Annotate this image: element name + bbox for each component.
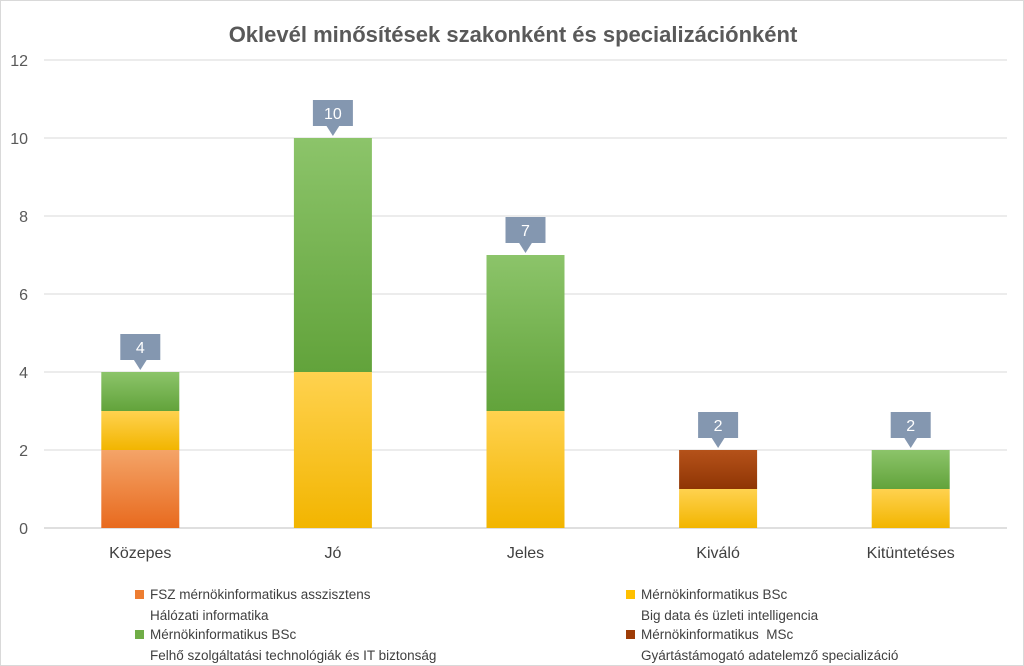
total-callout: 10 xyxy=(312,100,353,136)
bars xyxy=(101,138,950,528)
callout-stem xyxy=(907,437,914,441)
callout-pointer xyxy=(325,125,340,136)
x-axis-ticks: Közepes Jó Jeles Kiváló Kitüntetéses xyxy=(109,545,955,562)
legend-item-2: Mérnökinformatikus BSc Big data és üzlet… xyxy=(626,584,818,626)
bar-segment xyxy=(486,255,565,411)
callout-box xyxy=(890,412,931,438)
legend-swatch-brown xyxy=(626,630,635,639)
callout-pointer xyxy=(711,437,726,448)
legend-sublabel: Big data és üzleti intelligencia xyxy=(641,608,819,623)
bar-segment xyxy=(871,489,950,528)
bar-segment xyxy=(101,372,180,411)
legend-sublabel: Felhő szolgáltatási technológiák és IT b… xyxy=(150,648,437,663)
total-callout: 2 xyxy=(698,412,739,448)
callout-stem xyxy=(715,437,722,441)
legend-label: Mérnökinformatikus BSc xyxy=(150,627,297,642)
legend-swatch-yellow xyxy=(626,590,635,599)
x-tick-label: Kiváló xyxy=(696,545,740,562)
bar-segment xyxy=(101,411,180,450)
y-tick-label: 8 xyxy=(19,209,28,226)
y-tick-label: 12 xyxy=(10,53,28,70)
y-tick-label: 4 xyxy=(19,365,28,382)
total-callouts: 4 10 7 2 2 xyxy=(120,100,931,448)
callout-pointer xyxy=(903,437,918,448)
x-tick-label: Közepes xyxy=(109,545,171,562)
bar-segment xyxy=(871,450,950,489)
legend-label: FSZ mérnökinformatikus asszisztens xyxy=(150,587,371,602)
callout-pointer xyxy=(133,359,148,370)
total-label: 10 xyxy=(324,106,342,123)
total-label: 2 xyxy=(906,418,915,435)
bar-segment xyxy=(679,450,758,489)
bar-segment xyxy=(101,450,180,528)
legend-item-4: Mérnökinformatikus MSc Gyártástámogató a… xyxy=(626,624,898,666)
y-axis-ticks: 0 2 4 6 8 10 12 xyxy=(10,53,28,538)
x-tick-label: Jeles xyxy=(507,545,544,562)
x-tick-label: Kitüntetéses xyxy=(867,545,955,562)
total-callout: 4 xyxy=(120,334,161,370)
total-label: 7 xyxy=(521,223,530,240)
total-callout: 2 xyxy=(890,412,931,448)
legend-sublabel: Hálózati informatika xyxy=(150,608,269,623)
legend-item-1: FSZ mérnökinformatikus asszisztens Hálóz… xyxy=(135,584,371,626)
y-tick-label: 10 xyxy=(10,131,28,148)
callout-box xyxy=(505,217,546,243)
callout-stem xyxy=(137,359,144,363)
bar-segment xyxy=(486,411,565,528)
callout-stem xyxy=(522,242,529,246)
legend-sublabel: Gyártástámogató adatelemző specializáció xyxy=(641,648,899,663)
bar-segment xyxy=(293,372,372,528)
total-label: 2 xyxy=(714,418,723,435)
total-label: 4 xyxy=(136,340,145,357)
legend-swatch-green xyxy=(135,630,144,639)
y-tick-label: 6 xyxy=(19,287,28,304)
legend-label: Mérnökinformatikus BSc xyxy=(641,587,788,602)
x-tick-label: Jó xyxy=(324,545,341,562)
callout-box xyxy=(120,334,161,360)
y-tick-label: 2 xyxy=(19,443,28,460)
total-callout: 7 xyxy=(505,217,546,253)
legend-label: Mérnökinformatikus MSc xyxy=(641,627,794,642)
callout-pointer xyxy=(518,242,533,253)
callout-box xyxy=(698,412,739,438)
bar-segment xyxy=(293,138,372,372)
chart-title: Oklevél minősítések szakonként és specia… xyxy=(229,22,798,47)
legend-swatch-orange xyxy=(135,590,144,599)
bar-segment xyxy=(679,489,758,528)
callout-box xyxy=(312,100,353,126)
y-tick-label: 0 xyxy=(19,521,28,538)
callout-stem xyxy=(329,125,336,129)
legend-item-3: Mérnökinformatikus BSc Felhő szolgáltatá… xyxy=(135,624,436,666)
